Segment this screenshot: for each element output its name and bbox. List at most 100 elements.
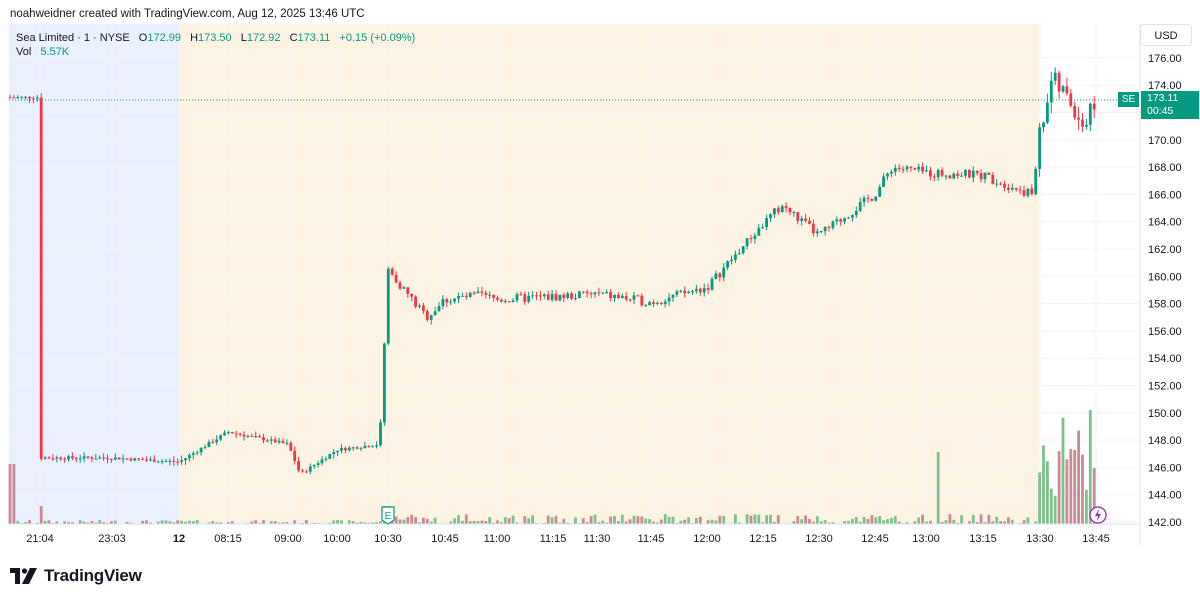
candle-body: [769, 214, 772, 219]
candle-body: [527, 295, 531, 302]
candle-body: [492, 294, 495, 298]
candle-body: [1065, 86, 1069, 94]
candle-body: [43, 457, 47, 459]
last-price-badge: 173.11 00:45: [1141, 91, 1199, 119]
candle-body: [644, 305, 648, 307]
candle-body: [819, 231, 823, 233]
volume-bar: [476, 520, 480, 524]
candle-body: [367, 445, 371, 447]
volume-bar: [164, 520, 168, 524]
candle-body: [539, 295, 542, 297]
volume-bar: [566, 522, 570, 524]
volume-bar: [418, 522, 421, 524]
candle-body: [675, 291, 679, 295]
volume-bar: [433, 517, 437, 524]
x-tick-label: 09:00: [274, 533, 302, 545]
candle-body: [433, 311, 437, 315]
candle-body: [285, 442, 289, 444]
candle-body: [991, 174, 995, 184]
volume-bar: [878, 516, 882, 524]
candle-body: [312, 465, 316, 467]
candle-body: [882, 176, 885, 187]
volume-bar: [484, 521, 488, 524]
candle-body: [745, 238, 749, 247]
candle-body: [843, 218, 846, 222]
candle-body: [523, 294, 527, 302]
y-tick-label: 158.00: [1148, 299, 1182, 311]
currency-selector[interactable]: USD: [1140, 24, 1192, 46]
candle-body: [347, 447, 351, 451]
time-axis[interactable]: 21:04 23:03 12 08:15 09:00 10:00 10:30 10:45 11:…: [26, 533, 1110, 545]
volume-bar: [773, 521, 776, 524]
candle-body: [983, 172, 987, 180]
candle-body: [457, 295, 460, 299]
candle-body: [695, 288, 698, 291]
candle-body: [106, 457, 109, 460]
volume-bar: [644, 518, 648, 524]
volume-bar: [156, 521, 160, 524]
y-tick-label: 166.00: [1148, 189, 1182, 201]
candle-body: [117, 457, 121, 460]
candle-body: [188, 455, 191, 459]
candle-body: [242, 434, 246, 437]
overnight-session-bg: [9, 24, 179, 524]
candle-body: [414, 296, 417, 307]
volume-bar: [1003, 521, 1006, 524]
candle-body: [156, 461, 160, 463]
tradingview-logo[interactable]: TradingView: [10, 566, 142, 586]
candle-body: [35, 97, 39, 99]
candle-body: [737, 253, 741, 255]
candle-body: [1073, 106, 1077, 118]
candle-body: [784, 206, 788, 209]
candle-body: [500, 299, 503, 302]
volume-bar: [843, 521, 846, 524]
volume-bar: [737, 522, 741, 524]
volume-bar: [145, 520, 148, 524]
volume-bar: [168, 521, 172, 524]
volume-bar: [593, 514, 597, 524]
candle-body: [227, 432, 230, 434]
candle-body: [944, 175, 948, 177]
candle-body: [172, 460, 176, 462]
candle-body: [734, 254, 737, 260]
x-tick-label: 13:45: [1082, 533, 1110, 545]
candle-body: [1030, 188, 1034, 195]
candle-body: [886, 173, 889, 177]
symbol-name[interactable]: Sea Limited · 1 · NYSE: [16, 32, 130, 44]
volume-bar: [870, 515, 874, 524]
candle-body: [1007, 187, 1010, 190]
volume-bar: [819, 521, 823, 524]
volume-bar: [999, 521, 1002, 524]
volume-bar: [468, 521, 472, 524]
volume-bar: [632, 515, 636, 524]
volume-bar: [125, 522, 129, 524]
candle-body: [1010, 187, 1014, 190]
candle-body: [960, 175, 963, 177]
volume-bar: [1069, 448, 1073, 524]
lightning-icon[interactable]: [1089, 506, 1107, 524]
volume-bar: [796, 515, 800, 524]
candle-body: [386, 268, 390, 344]
volume-bar: [995, 516, 999, 524]
candle-body: [574, 297, 577, 299]
candle-body: [332, 452, 336, 455]
volume-bar: [453, 518, 456, 524]
candle-body: [652, 302, 655, 305]
earnings-marker[interactable]: E: [381, 506, 395, 525]
volume-bar: [195, 520, 199, 524]
volume-bar: [503, 517, 507, 524]
volume-bar: [823, 519, 827, 524]
high-label: H: [190, 32, 199, 44]
volume-bar: [862, 516, 866, 524]
volume-bar: [987, 514, 991, 524]
volume-bar: [609, 516, 612, 524]
price-axis[interactable]: 176.00174.00172.00170.00168.00166.00164.…: [1148, 53, 1182, 529]
candle-body: [636, 295, 640, 297]
candle-body: [507, 301, 511, 303]
volume-bar: [648, 519, 651, 524]
volume-bar: [28, 520, 31, 524]
tradingview-logo-text: TradingView: [44, 566, 142, 585]
x-tick-label: 08:15: [214, 533, 242, 545]
volume-bar: [1057, 451, 1061, 524]
